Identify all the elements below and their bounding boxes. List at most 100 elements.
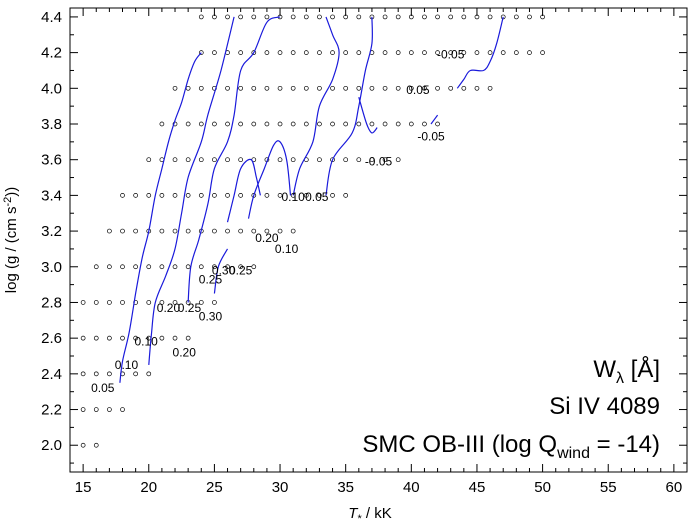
grid-point	[185, 157, 191, 163]
grid-point	[185, 193, 191, 198]
contour-label: -0.05	[365, 154, 393, 168]
grid-point	[330, 50, 335, 55]
grid-point	[238, 50, 244, 55]
grid-point	[356, 85, 362, 91]
grid-point	[225, 85, 230, 91]
grid-point	[290, 50, 296, 55]
annotation-line: Si IV 4089	[549, 393, 660, 420]
grid-point	[487, 14, 493, 20]
grid-point	[474, 50, 480, 55]
y-tick-label: 3.8	[41, 116, 62, 133]
y-tick-label: 3.4	[41, 187, 62, 204]
grid-point	[133, 228, 138, 234]
grid-point	[107, 228, 112, 234]
grid-point	[107, 407, 112, 412]
grid-point	[461, 50, 467, 55]
grid-point	[225, 121, 230, 127]
grid-point	[500, 50, 506, 55]
grid-point	[487, 85, 493, 91]
grid-point	[212, 121, 217, 127]
y-tick-label: 2.6	[41, 330, 62, 347]
grid-point	[343, 50, 349, 55]
grid-point	[212, 264, 217, 270]
grid-point	[264, 50, 270, 55]
grid-point	[80, 335, 86, 341]
grid-point	[107, 335, 112, 341]
x-tick-label: 15	[75, 479, 92, 496]
model-grid-points	[80, 14, 545, 448]
grid-point	[277, 50, 283, 55]
grid-point	[317, 121, 322, 127]
grid-point	[343, 14, 349, 20]
grid-point	[212, 14, 217, 20]
grid-point	[303, 50, 309, 55]
grid-point	[435, 14, 440, 20]
grid-point	[238, 85, 244, 91]
grid-point	[133, 193, 138, 198]
grid-point	[303, 193, 309, 198]
grid-point	[93, 264, 99, 270]
x-tick-label: 35	[337, 479, 354, 496]
grid-point	[172, 85, 178, 91]
grid-point	[435, 85, 440, 91]
plot-frame	[69, 7, 688, 473]
grid-point	[277, 193, 283, 198]
grid-point	[198, 50, 204, 55]
grid-point	[146, 157, 152, 163]
grid-point	[212, 50, 217, 55]
grid-point	[540, 50, 545, 55]
contour-line	[119, 52, 202, 383]
contour-label: 0.10	[134, 335, 158, 349]
grid-point	[277, 85, 283, 91]
grid-point	[107, 300, 112, 305]
contour-label: 0.10	[115, 358, 139, 372]
grid-point	[277, 121, 283, 127]
grid-point	[133, 371, 138, 377]
grid-point	[198, 300, 204, 305]
x-tick-label: 55	[600, 479, 617, 496]
grid-point	[422, 14, 427, 20]
grid-point	[395, 14, 401, 20]
grid-point	[369, 157, 375, 163]
contour-label: 0.20	[157, 301, 181, 315]
grid-point	[212, 300, 217, 305]
grid-point	[356, 121, 362, 127]
x-tick-label: 30	[272, 479, 289, 496]
y-tick-label: 4.0	[41, 80, 62, 97]
grid-point	[435, 50, 440, 55]
grid-point	[264, 14, 270, 20]
grid-point	[251, 85, 257, 91]
grid-point	[198, 193, 204, 198]
annotation-model: SMC OB-III (log Qwind = -14)	[362, 431, 660, 462]
grid-point	[120, 193, 125, 198]
grid-point	[356, 50, 362, 55]
grid-point	[382, 14, 388, 20]
grid-point	[198, 264, 204, 270]
grid-point	[185, 228, 191, 234]
grid-point	[172, 228, 178, 234]
grid-point	[107, 264, 112, 270]
grid-point	[540, 14, 545, 20]
contour-label: 0.25	[178, 301, 202, 315]
grid-point	[80, 371, 86, 377]
grid-point	[369, 121, 375, 127]
x-ticks: 15 20 25 30 35 40 45 50 55 60	[75, 8, 682, 496]
grid-point	[172, 193, 178, 198]
y-tick-label: 3.0	[41, 259, 62, 276]
contour-label: 0.10	[275, 242, 299, 256]
grid-point	[238, 264, 244, 270]
contour-line	[226, 158, 261, 223]
grid-point	[408, 121, 414, 127]
grid-point	[93, 407, 99, 412]
grid-point	[133, 264, 138, 270]
grid-point	[317, 193, 322, 198]
grid-point	[264, 85, 270, 91]
grid-point	[225, 228, 230, 234]
grid-point	[422, 121, 427, 127]
contour-label: 0.05	[406, 83, 430, 97]
contour-line	[148, 16, 235, 365]
grid-point	[290, 228, 296, 234]
grid-point	[251, 228, 257, 234]
grid-point	[382, 157, 388, 163]
